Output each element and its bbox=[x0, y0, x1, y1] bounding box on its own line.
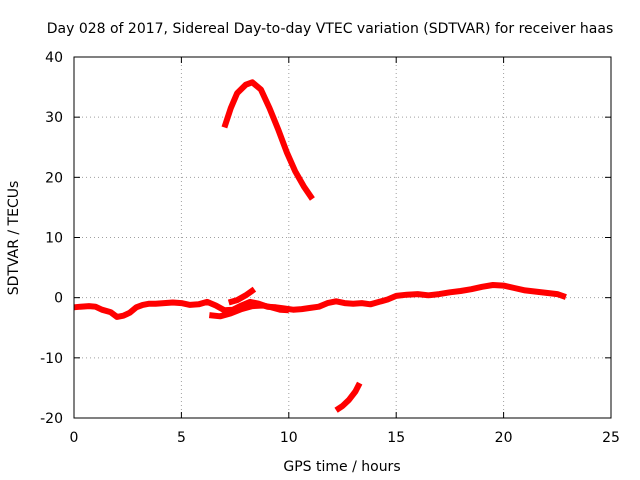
data-series bbox=[73, 79, 567, 413]
y-tick-label: 20 bbox=[45, 170, 63, 186]
y-tick-label: 40 bbox=[45, 50, 63, 66]
series-line-upper-branch bbox=[221, 79, 315, 201]
x-axis-title: GPS time / hours bbox=[283, 459, 400, 475]
y-tick-label: -20 bbox=[40, 411, 63, 427]
x-tick-label: 20 bbox=[495, 430, 513, 446]
y-tick-label: -10 bbox=[40, 351, 63, 367]
series-line-secondary-trace bbox=[208, 302, 290, 320]
series-line-small-rise bbox=[227, 286, 257, 306]
x-tick-label: 10 bbox=[280, 430, 298, 446]
series-line-lower-branch bbox=[334, 381, 363, 413]
y-tick-label: 30 bbox=[45, 110, 63, 126]
x-tick-label: 5 bbox=[177, 430, 186, 446]
series-line-main-trace bbox=[73, 282, 567, 320]
tick-labels: 0 5 10 15 20 25 -20 -10 0 10 20 30 40 bbox=[40, 50, 620, 446]
grid-lines bbox=[74, 57, 611, 418]
y-axis-title: SDTVAR / TECUs bbox=[6, 181, 22, 296]
chart-title: Day 028 of 2017, Sidereal Day-to-day VTE… bbox=[47, 21, 614, 37]
axis-ticks bbox=[73, 56, 612, 419]
x-tick-label: 15 bbox=[387, 430, 405, 446]
x-tick-label: 0 bbox=[70, 430, 79, 446]
y-tick-label: 10 bbox=[45, 231, 63, 247]
y-tick-label: 0 bbox=[54, 291, 63, 307]
x-tick-label: 25 bbox=[602, 430, 620, 446]
